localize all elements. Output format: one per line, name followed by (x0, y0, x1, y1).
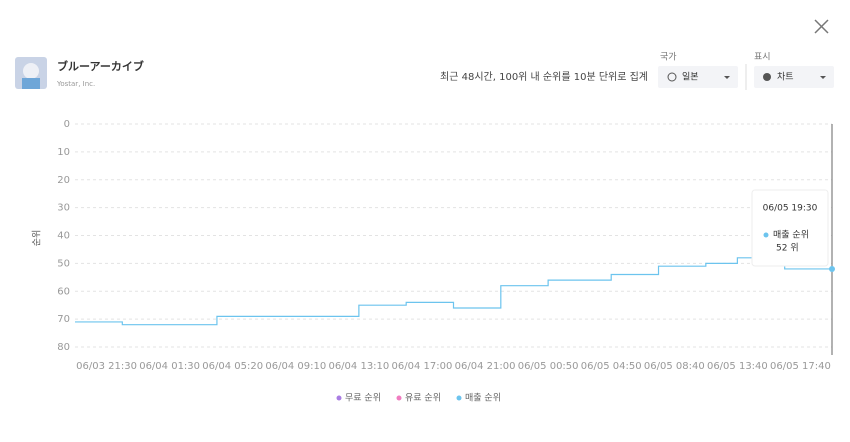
y-tick-label: 50 (57, 258, 70, 269)
legend-dot (336, 395, 342, 401)
country-value: 일본 (682, 72, 699, 83)
x-tick-label: 06/04 21:00 (455, 361, 516, 372)
x-tick-label: 06/04 17:00 (392, 361, 453, 372)
tooltip-series: 매출 순위 (773, 230, 809, 241)
y-tick-label: 60 (57, 286, 70, 297)
display-label: 표시 (754, 52, 771, 63)
legend-dot (456, 395, 462, 401)
app-title: ブルーアーカイブ (57, 59, 144, 73)
x-tick-label: 06/05 17:40 (770, 361, 831, 372)
display-dropdown[interactable]: 차트 (754, 66, 834, 88)
tooltip-dot (763, 232, 769, 238)
tooltip-value: 52 위 (776, 243, 799, 254)
x-tick-label: 06/05 08:40 (644, 361, 705, 372)
legend-label: 매출 순위 (465, 393, 501, 404)
note: 최근 48시간, 100위 내 순위를 10분 단위로 집계 (440, 70, 648, 83)
legend-label: 무료 순위 (345, 393, 381, 404)
x-tick-label: 06/03 21:30 (76, 361, 137, 372)
app-publisher: Yostar, Inc. (56, 80, 95, 88)
y-tick-label: 80 (57, 342, 70, 353)
x-tick-label: 06/04 05:20 (202, 361, 263, 372)
tooltip: 06/05 19:30 매출 순위 52 위 (751, 189, 829, 267)
y-tick-label: 30 (57, 203, 70, 214)
y-tick-label: 70 (57, 314, 70, 325)
y-tick-label: 40 (57, 231, 70, 242)
y-tick-label: 10 (57, 147, 70, 158)
y-tick-label: 0 (64, 119, 70, 130)
x-tick-label: 06/05 13:40 (707, 361, 768, 372)
series-line (75, 257, 832, 326)
y-axis-label: 순위 (32, 230, 43, 247)
x-tick-label: 06/05 00:50 (518, 361, 579, 372)
legend-label: 유료 순위 (405, 393, 441, 404)
display-value: 차트 (777, 71, 794, 83)
hover-point (829, 265, 835, 272)
country-dropdown[interactable]: 일본 (658, 66, 738, 88)
legend-dot (396, 395, 402, 401)
tooltip-time: 06/05 19:30 (763, 204, 818, 214)
country-label: 국가 (660, 52, 677, 63)
x-tick-label: 06/04 13:10 (328, 361, 389, 372)
x-tick-label: 06/04 01:30 (139, 361, 200, 372)
x-tick-label: 06/04 09:10 (265, 361, 326, 372)
tooltip-box (751, 189, 829, 267)
app-icon (15, 57, 47, 89)
y-tick-label: 20 (57, 175, 70, 186)
close-button[interactable] (814, 19, 829, 34)
x-tick-label: 06/05 04:50 (581, 361, 642, 372)
